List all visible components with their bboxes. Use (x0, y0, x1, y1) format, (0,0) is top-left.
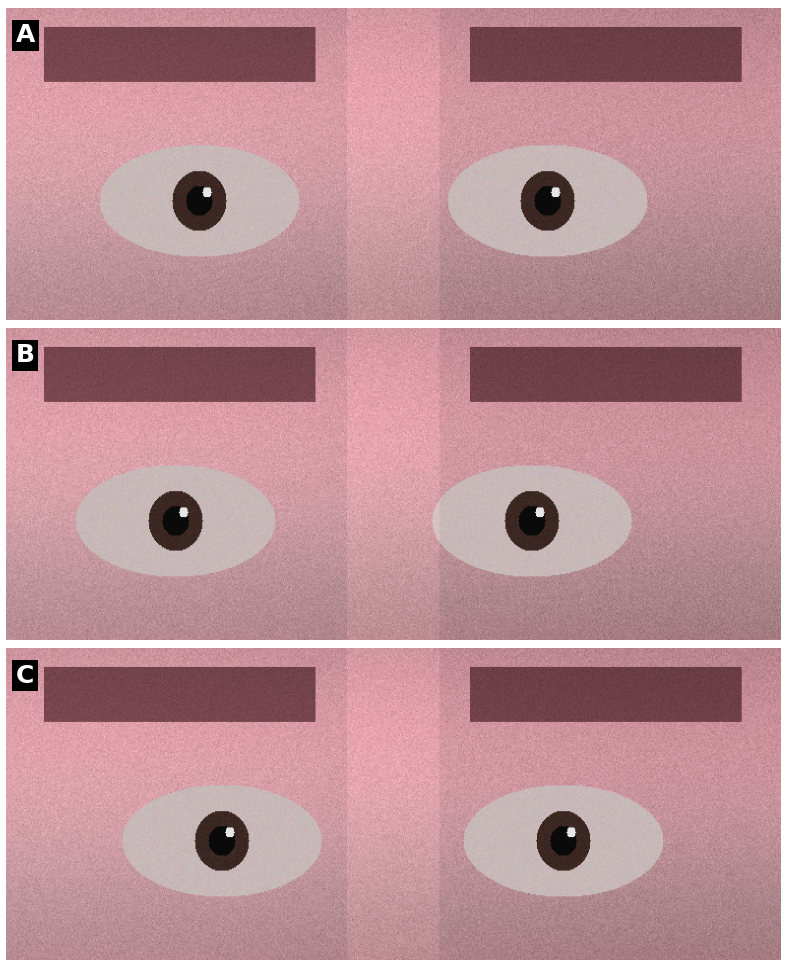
Text: A: A (16, 23, 35, 47)
Text: B: B (16, 344, 35, 368)
Text: C: C (16, 663, 34, 687)
